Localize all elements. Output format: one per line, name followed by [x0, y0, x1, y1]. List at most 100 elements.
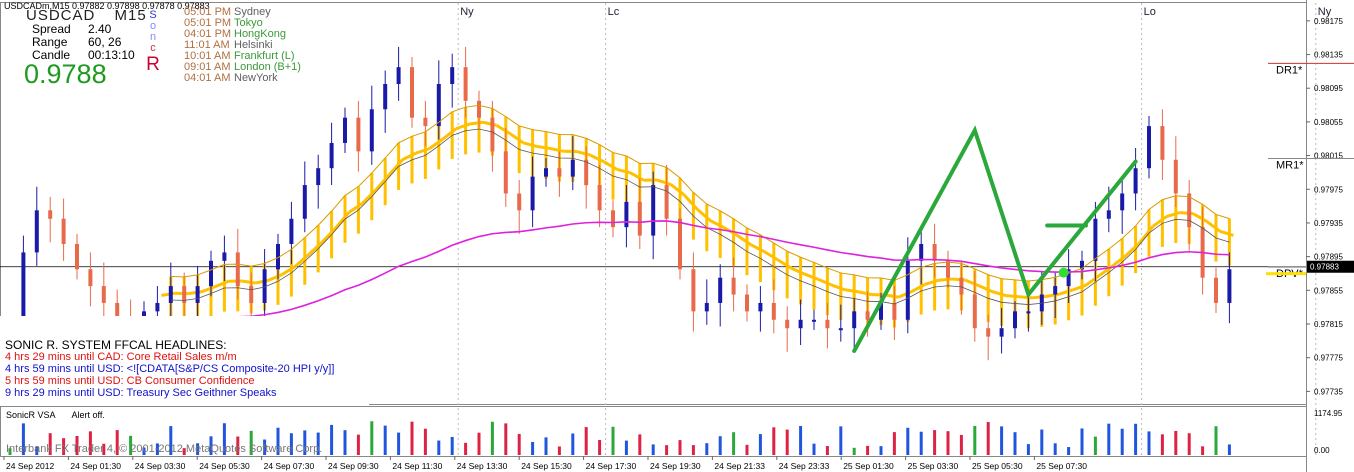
band-stripe	[911, 282, 926, 293]
band-stripe	[348, 202, 364, 214]
band-stripe	[1085, 274, 1101, 287]
candle-body	[879, 302, 883, 320]
volume-bar	[1214, 426, 1218, 455]
volume-bar	[21, 423, 25, 455]
time-tick-label: 24 Sep 05:30	[199, 461, 250, 471]
volume-bar	[35, 446, 39, 455]
volume-bar	[611, 426, 615, 455]
band-stripe	[441, 127, 458, 141]
band-stripe	[1138, 225, 1155, 244]
candle-body	[1120, 193, 1125, 211]
volume-bar	[249, 430, 253, 455]
volume-bar	[624, 440, 628, 455]
band-stripe	[508, 132, 525, 145]
candle-body	[477, 100, 481, 118]
candle-timer-row: Candle 00:13:10	[32, 48, 135, 62]
candle-body	[343, 117, 347, 143]
candle-body	[490, 117, 495, 152]
volume-bar	[879, 446, 883, 455]
candle-body	[1187, 193, 1192, 228]
candle-body	[383, 84, 388, 110]
candle-body	[101, 286, 106, 303]
candle-body	[75, 244, 79, 270]
headlines-title: SONIC R. SYSTEM FFCAL HEADLINES:	[5, 338, 227, 352]
candle-body	[718, 277, 723, 303]
session-row: 05:01 PM Tokyo	[184, 18, 263, 29]
volume-bar	[745, 444, 749, 455]
band-stripe	[978, 284, 993, 293]
volume-bar	[1201, 446, 1205, 455]
volume-bar	[584, 427, 588, 455]
sonicr-letter: c	[150, 42, 156, 54]
volume-bar	[959, 434, 963, 455]
volume-bar	[892, 432, 896, 455]
time-tick-label: 25 Sep 01:30	[843, 461, 894, 471]
volume-bar	[356, 434, 360, 455]
volume-bar	[1174, 430, 1178, 455]
candle-body	[1026, 311, 1031, 314]
signal-dot	[1058, 267, 1069, 278]
session-marker-label: Ny	[1318, 6, 1332, 18]
candle-body	[410, 67, 414, 118]
volume-bar	[758, 434, 762, 455]
volume-bar	[1134, 423, 1138, 455]
time-tick-label: 24 Sep 01:30	[70, 461, 121, 471]
band-stripe	[1152, 215, 1168, 228]
volume-bar	[48, 433, 52, 455]
volume-bar	[1080, 428, 1084, 455]
volume-bar	[62, 438, 66, 455]
volume-bar	[330, 424, 334, 455]
headline-item: 4 hrs 29 mins until CAD: Core Retail Sal…	[5, 351, 237, 363]
candle-body	[356, 117, 361, 152]
time-tick-label: 24 Sep 07:30	[264, 461, 315, 471]
copyright-footer: Interbank FX Trader 4, © 2001-2012 MetaQ…	[6, 443, 323, 455]
candle-body	[771, 302, 776, 320]
sonicr-letter: o	[149, 20, 157, 32]
price-tick-label: 0.98015	[1314, 152, 1343, 161]
session-marker-label: Ny	[460, 6, 474, 18]
candle-body	[423, 117, 428, 127]
band-stripe	[522, 141, 537, 148]
candle-body	[959, 277, 964, 295]
volume-bar	[410, 421, 414, 455]
time-tick-label: 24 Sep 19:30	[650, 461, 701, 471]
price-tick-label: 0.98135	[1314, 51, 1343, 60]
session-row: 10:01 AM Frankfurt (L)	[184, 51, 295, 62]
session-name: Frankfurt (L)	[234, 50, 295, 62]
candle-body	[21, 252, 26, 346]
price-tick-label: 0.97855	[1314, 286, 1343, 295]
sonicr-letter: R	[146, 54, 160, 75]
band-stripe	[334, 211, 351, 229]
volume-bar	[665, 445, 669, 455]
time-tick-label: 24 Sep 09:30	[328, 461, 379, 471]
band-stripe	[1058, 288, 1074, 296]
session-time: 04:01 AM	[184, 72, 231, 84]
pivot-label: MR1*	[1276, 160, 1304, 172]
price-tick-label: 0.97935	[1314, 219, 1343, 228]
candle-body	[155, 302, 160, 312]
band-stripe	[804, 272, 819, 281]
volume-bar	[1026, 444, 1030, 455]
band-stripe	[1018, 295, 1033, 300]
headline-item: 5 hrs 59 mins until USD: CB Consumer Con…	[5, 375, 255, 387]
time-tick-label: 25 Sep 07:30	[1036, 461, 1087, 471]
candle-body	[61, 218, 66, 244]
volume-bar	[209, 436, 213, 455]
band-stripe	[201, 285, 216, 294]
price-tick-label: 0.97775	[1314, 354, 1343, 363]
candle-body	[852, 311, 857, 329]
headlines-panel: SONIC R. SYSTEM FFCAL HEADLINES: 4 hrs 2…	[0, 316, 369, 406]
band-stripe	[777, 258, 792, 270]
current-price-display: 0.9788	[24, 59, 107, 89]
session-row: 04:01 PM HongKong	[184, 29, 286, 40]
session-name: NewYork	[234, 72, 278, 84]
band-stripe	[817, 277, 832, 287]
volume-scale-bottom: 0.00	[1314, 446, 1330, 455]
volume-bar	[504, 423, 508, 455]
volume-bar	[772, 427, 776, 455]
time-tick-label: 24 Sep 2012	[6, 461, 54, 471]
moving-averages	[170, 104, 1230, 323]
